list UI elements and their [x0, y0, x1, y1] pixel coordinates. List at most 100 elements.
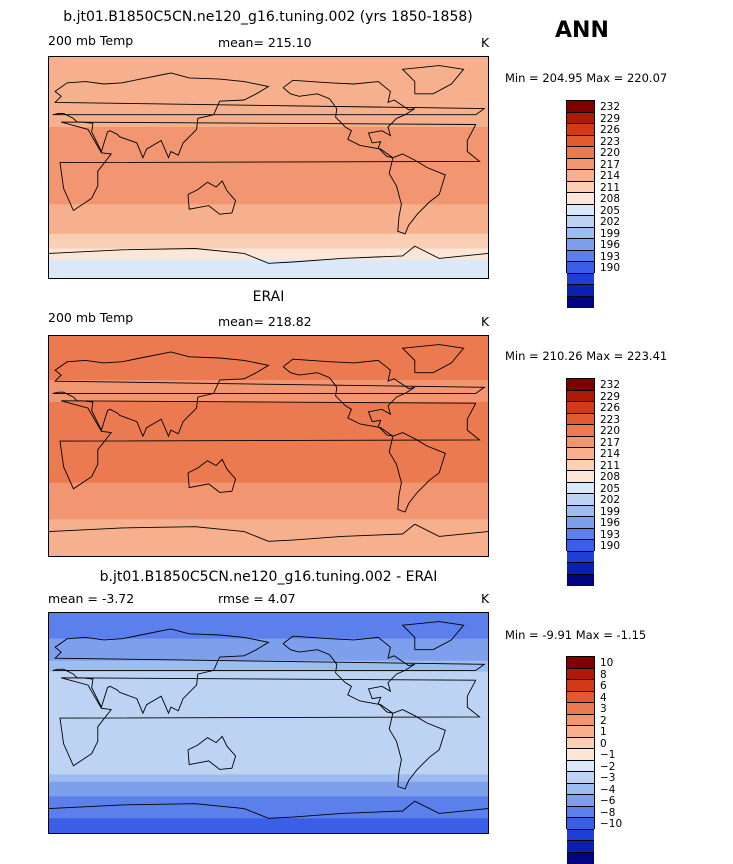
coastline	[52, 72, 486, 159]
contour-band	[49, 737, 488, 742]
colorbar-box	[567, 574, 594, 586]
contour-band	[49, 545, 488, 550]
contour-band	[49, 486, 488, 491]
contour-band	[49, 620, 488, 625]
contour-band	[49, 244, 488, 250]
contour-band	[49, 101, 488, 106]
coastline	[282, 358, 416, 437]
panel1-mean: mean= 215.10	[218, 35, 312, 50]
contour-band	[49, 635, 488, 640]
contour-band	[49, 57, 488, 62]
colorbar-label: 6	[600, 680, 607, 692]
contour-band	[49, 646, 488, 651]
contour-band	[49, 350, 488, 355]
contour-band	[49, 530, 488, 535]
colorbar-label: 226	[600, 402, 621, 414]
season-label: ANN	[555, 18, 609, 43]
contour-band	[49, 75, 488, 80]
colorbar-box	[567, 563, 594, 575]
colorbar-box	[567, 239, 594, 251]
contour-band	[49, 708, 488, 713]
contour-band	[49, 156, 488, 161]
colorbar-label: 229	[600, 112, 621, 125]
contour-band	[49, 252, 488, 257]
contour-band	[49, 627, 488, 632]
panel2-colorbar	[566, 378, 595, 586]
contour-band	[49, 537, 488, 542]
contour-band	[49, 446, 488, 451]
contour-band	[49, 138, 488, 143]
colorbar-label: 10	[600, 657, 614, 669]
colorbar-label: 199	[600, 227, 621, 240]
contour-band	[49, 427, 488, 432]
colorbar-label: −1	[600, 749, 616, 761]
contour-band	[49, 380, 488, 385]
contour-band	[49, 343, 488, 348]
contour-band	[49, 756, 488, 761]
contour-band	[49, 807, 488, 812]
colorbar-box	[567, 818, 594, 830]
panel3-mean: mean = -3.72	[48, 591, 135, 606]
colorbar-label: 208	[600, 193, 621, 205]
contour-band	[49, 741, 488, 746]
contour-band	[49, 825, 488, 830]
panel2-minmax: Min = 210.26 Max = 223.41	[505, 349, 668, 363]
colorbar-box	[567, 737, 594, 749]
colorbar-label: 0	[600, 737, 607, 750]
contour-band	[49, 690, 488, 695]
contour-band	[49, 424, 488, 429]
contour-band	[49, 420, 488, 425]
contour-band	[49, 365, 488, 370]
contour-band	[49, 93, 488, 99]
contour-band	[49, 339, 488, 344]
colorbar-label: 4	[600, 691, 607, 704]
contour-band	[49, 115, 488, 121]
colorbar-label: 220	[600, 147, 621, 159]
contour-band	[49, 189, 488, 194]
colorbar-label: −10	[600, 818, 623, 830]
contour-band	[49, 552, 488, 556]
colorbar-label: 202	[600, 494, 621, 506]
contour-band	[49, 778, 488, 783]
contour-band	[49, 471, 488, 476]
contour-band	[49, 781, 488, 786]
contour-band	[49, 233, 488, 239]
panel1-title: b.jt01.B1850C5CN.ne120_g16.tuning.002 (y…	[63, 9, 473, 25]
panel2-map-svg	[49, 336, 488, 556]
colorbar-box	[567, 147, 594, 159]
panel1-variable-label: 200 mb Temp	[48, 33, 134, 48]
colorbar-box	[567, 703, 594, 715]
contour-band	[49, 449, 488, 454]
contour-band	[49, 248, 488, 253]
colorbar-box	[567, 204, 594, 216]
colorbar-box	[567, 726, 594, 738]
contour-band	[49, 71, 488, 77]
panel3-map-svg	[49, 613, 488, 833]
colorbar-box	[567, 806, 594, 818]
coastline	[388, 709, 446, 790]
colorbar-label: 193	[600, 250, 621, 263]
colorbar-label: 190	[600, 262, 621, 274]
colorbar-box	[567, 471, 594, 483]
contour-band	[49, 123, 488, 128]
colorbar-box	[567, 459, 594, 471]
coastline	[59, 677, 481, 767]
contour-band	[49, 752, 488, 757]
contour-band	[49, 814, 488, 819]
contour-band	[49, 361, 488, 366]
contour-band	[49, 730, 488, 735]
colorbar-label: 214	[600, 170, 621, 182]
contour-band	[49, 512, 488, 517]
colorbar-label: 196	[600, 239, 621, 251]
contour-band	[49, 237, 488, 242]
contour-band	[49, 653, 488, 658]
contour-band	[49, 829, 488, 833]
contour-band	[49, 413, 488, 418]
colorbar-label: 8	[600, 668, 607, 681]
contour-band	[49, 219, 488, 224]
colorbar-box	[567, 216, 594, 228]
colorbar-box	[567, 448, 594, 460]
colorbar-box	[567, 551, 594, 563]
colorbar-box	[567, 425, 594, 437]
contour-band	[49, 108, 488, 113]
